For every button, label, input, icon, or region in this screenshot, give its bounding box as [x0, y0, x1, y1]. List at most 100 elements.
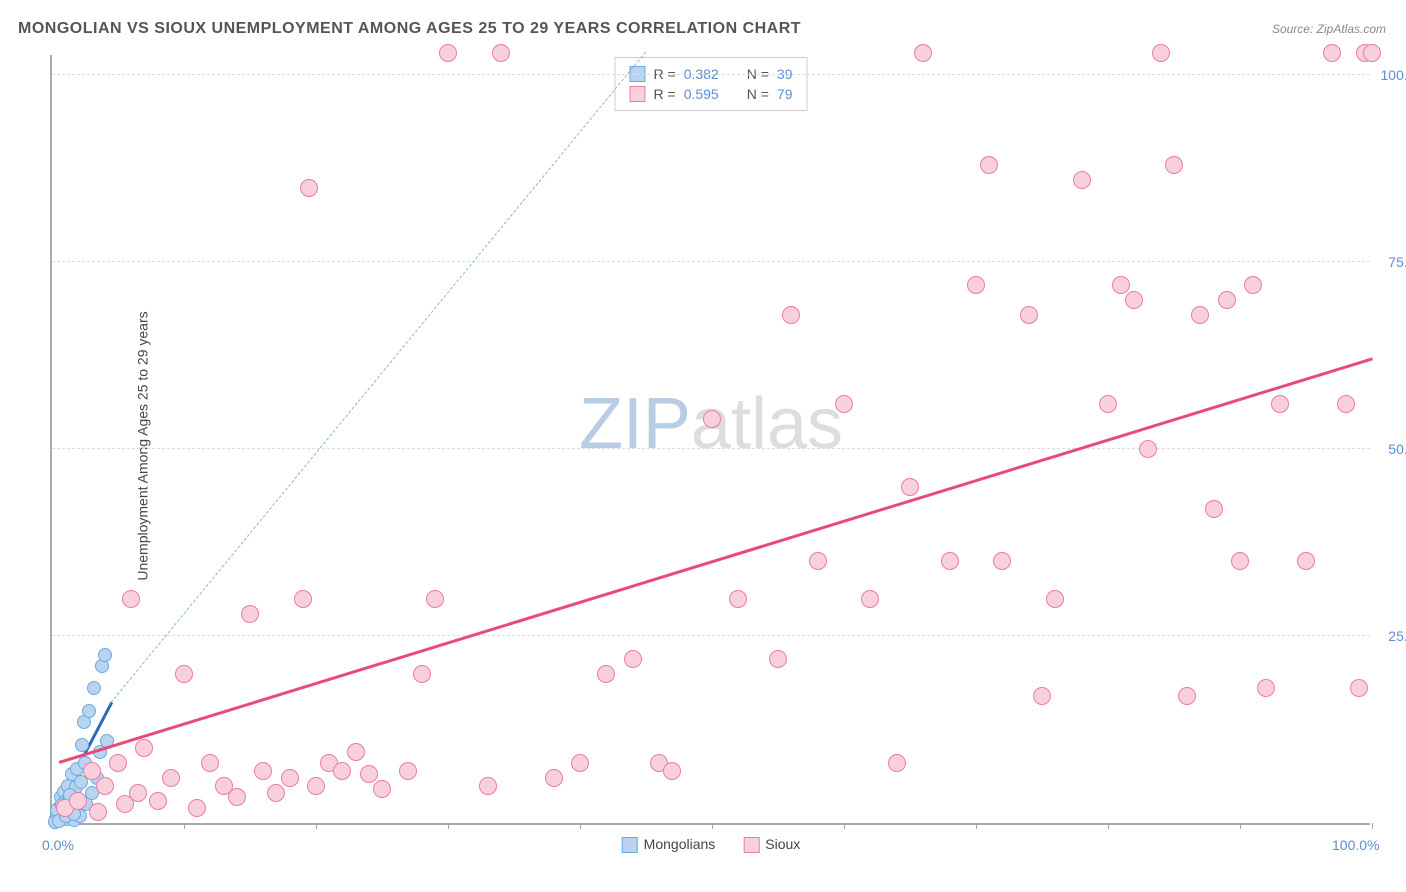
- data-point: [254, 762, 272, 780]
- data-point: [1099, 395, 1117, 413]
- data-point: [967, 276, 985, 294]
- data-point: [1337, 395, 1355, 413]
- series-legend-item: Sioux: [743, 836, 800, 853]
- data-point: [729, 590, 747, 608]
- data-point: [1152, 44, 1170, 62]
- data-point: [201, 754, 219, 772]
- data-point: [835, 395, 853, 413]
- x-tick: [844, 823, 845, 829]
- r-label: R =: [654, 86, 676, 102]
- data-point: [333, 762, 351, 780]
- gridline: [52, 74, 1370, 75]
- gridline: [52, 635, 1370, 636]
- data-point: [1323, 44, 1341, 62]
- data-point: [624, 650, 642, 668]
- data-point: [1297, 552, 1315, 570]
- data-point: [175, 665, 193, 683]
- gridline: [52, 448, 1370, 449]
- data-point: [1363, 44, 1381, 62]
- data-point: [75, 738, 89, 752]
- x-tick: [448, 823, 449, 829]
- data-point: [307, 777, 325, 795]
- data-point: [993, 552, 1011, 570]
- n-value: 79: [777, 86, 793, 102]
- data-point: [300, 179, 318, 197]
- chart-title: MONGOLIAN VS SIOUX UNEMPLOYMENT AMONG AG…: [18, 20, 801, 38]
- y-tick-label: 75.0%: [1388, 254, 1406, 270]
- data-point: [1191, 306, 1209, 324]
- data-point: [1125, 291, 1143, 309]
- plot-area: ZIPatlas R = 0.382N = 39R = 0.595N = 79 …: [50, 55, 1370, 825]
- data-point: [149, 792, 167, 810]
- data-point: [492, 44, 510, 62]
- data-point: [1257, 679, 1275, 697]
- correlation-chart: MONGOLIAN VS SIOUX UNEMPLOYMENT AMONG AG…: [0, 0, 1406, 892]
- data-point: [597, 665, 615, 683]
- series-legend: Mongolians Sioux: [622, 836, 801, 853]
- data-point: [87, 681, 101, 695]
- legend-swatch: [622, 837, 638, 853]
- y-tick-label: 50.0%: [1388, 441, 1406, 457]
- data-point: [294, 590, 312, 608]
- data-point: [901, 478, 919, 496]
- data-point: [89, 803, 107, 821]
- x-tick: [316, 823, 317, 829]
- data-point: [479, 777, 497, 795]
- data-point: [1165, 156, 1183, 174]
- x-tick: [712, 823, 713, 829]
- data-point: [281, 769, 299, 787]
- data-point: [1271, 395, 1289, 413]
- data-point: [1020, 306, 1038, 324]
- data-point: [413, 665, 431, 683]
- data-point: [267, 784, 285, 802]
- x-tick: [1108, 823, 1109, 829]
- watermark-zip: ZIP: [579, 384, 691, 464]
- x-tick: [1240, 823, 1241, 829]
- data-point: [861, 590, 879, 608]
- data-point: [1139, 440, 1157, 458]
- data-point: [109, 754, 127, 772]
- y-tick-label: 25.0%: [1388, 628, 1406, 644]
- data-point: [1205, 500, 1223, 518]
- x-tick: [1372, 823, 1373, 829]
- data-point: [373, 780, 391, 798]
- data-point: [1112, 276, 1130, 294]
- data-point: [122, 590, 140, 608]
- series-legend-label: Mongolians: [644, 836, 716, 852]
- data-point: [129, 784, 147, 802]
- data-point: [888, 754, 906, 772]
- data-point: [663, 762, 681, 780]
- data-point: [83, 762, 101, 780]
- data-point: [162, 769, 180, 787]
- data-point: [135, 739, 153, 757]
- gridline: [52, 261, 1370, 262]
- data-point: [1046, 590, 1064, 608]
- data-point: [1218, 291, 1236, 309]
- data-point: [1033, 687, 1051, 705]
- data-point: [782, 306, 800, 324]
- data-point: [347, 743, 365, 761]
- data-point: [399, 762, 417, 780]
- data-point: [98, 648, 112, 662]
- x-tick: [184, 823, 185, 829]
- x-tick: [976, 823, 977, 829]
- x-tick-label: 0.0%: [42, 837, 74, 853]
- data-point: [188, 799, 206, 817]
- r-value: 0.595: [684, 86, 719, 102]
- data-point: [1244, 276, 1262, 294]
- data-point: [769, 650, 787, 668]
- stats-legend-row: R = 0.595 N = 79: [630, 84, 793, 104]
- data-point: [941, 552, 959, 570]
- legend-swatch: [630, 86, 646, 102]
- data-point: [980, 156, 998, 174]
- data-point: [228, 788, 246, 806]
- data-point: [241, 605, 259, 623]
- series-legend-label: Sioux: [765, 836, 800, 852]
- data-point: [1350, 679, 1368, 697]
- data-point: [82, 704, 96, 718]
- data-point: [439, 44, 457, 62]
- n-label: N =: [747, 86, 769, 102]
- data-point: [703, 410, 721, 428]
- data-point: [545, 769, 563, 787]
- source-attribution: Source: ZipAtlas.com: [1272, 22, 1386, 36]
